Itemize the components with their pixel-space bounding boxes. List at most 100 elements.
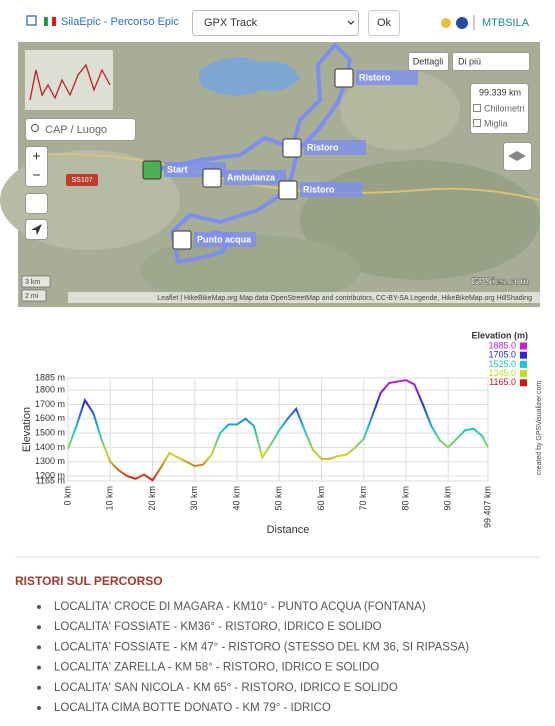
mtbsila-link[interactable]: MTBSILA [482, 17, 530, 29]
y-tick-label: 1200 m [35, 470, 65, 480]
marker-label-bg [224, 170, 286, 185]
section-title: RISTORI SUL PERCORSO [15, 574, 163, 588]
bullet [37, 665, 41, 670]
select-arrow [347, 20, 355, 25]
x-tick-label: 80 km [400, 486, 410, 511]
map-markers: Start Ambulanza Ristoro Ristoro Ristoro Punto… [142, 68, 418, 250]
legend-label: 1165.0 [489, 377, 516, 387]
y-tick-label: 1165 m [36, 475, 65, 485]
x-tick-label: 0 km [62, 486, 72, 506]
flag [47, 16, 53, 27]
terrain [140, 235, 360, 305]
distance: 99.339 km [479, 87, 521, 97]
list-item: LOCALITA CIMA BOTTE DONATO - KM 79° - ID… [54, 702, 331, 714]
legend-swatch [520, 360, 527, 368]
map[interactable]: SS107 CAP / Luogo + − Dettagli Di più 99… [0, 42, 541, 307]
zoom-control[interactable] [25, 146, 48, 187]
scale-bar [21, 289, 47, 302]
scale-label: 2 mi [25, 293, 39, 300]
details-button-text: Dettagli [413, 56, 444, 66]
marker-icon[interactable] [278, 180, 298, 200]
unit-label: Miglia [484, 118, 508, 128]
marker-label: Ristoro [307, 142, 339, 152]
mini-profile-line [29, 63, 111, 101]
unit-label: Chilometri [484, 103, 525, 113]
y-tick-label: 1700 m [35, 399, 65, 409]
fullscreen-button[interactable] [25, 193, 48, 214]
distance-box [470, 83, 529, 134]
marker-icon[interactable] [202, 168, 222, 188]
track-select[interactable] [192, 10, 359, 36]
x-tick-label: 30 km [189, 486, 199, 511]
list-item: LOCALITA' ZARELLA - KM 58° - RISTORO, ID… [54, 662, 379, 674]
scale-bar [21, 275, 51, 288]
y-tick-label: 1600 m [35, 413, 65, 423]
marker-label-bg [304, 140, 366, 155]
site-link[interactable]: SilaEpic - Percorso Epic [61, 16, 179, 28]
search-box[interactable] [25, 118, 136, 141]
marker-icon[interactable] [334, 68, 354, 88]
elevation-line [67, 379, 489, 482]
terrain [340, 70, 460, 150]
marker-label: Start [167, 164, 188, 174]
zoom-out[interactable]: − [32, 167, 40, 183]
marker-label: Ambulanza [227, 172, 276, 182]
search-icon [31, 124, 39, 132]
legend-swatch [520, 370, 527, 378]
legend-label: 1705.0 [488, 350, 516, 360]
y-tick-label: 1300 m [35, 456, 65, 466]
x-tick-label: 60 km [316, 486, 326, 511]
scale-label: 3 km [25, 279, 40, 286]
bullet [37, 706, 41, 710]
ok-button-text: Ok [377, 17, 392, 29]
weather-icon[interactable] [441, 18, 451, 28]
credit: created by GPSVisualizer.com [536, 381, 543, 476]
unit-checkbox[interactable] [473, 119, 481, 127]
flag [44, 17, 48, 26]
x-tick-label: 10 km [105, 486, 115, 511]
header: SilaEpic - Percorso Epic GPX Track Ok MT… [26, 10, 530, 36]
x-tick-label: 99.407 km [482, 486, 492, 528]
lake [199, 57, 300, 96]
globe-icon[interactable] [456, 17, 468, 29]
legend-swatch [520, 379, 527, 387]
road-label: SS107 [71, 177, 92, 184]
brand[interactable]: GPSies.com [471, 276, 530, 288]
bullet [37, 685, 41, 690]
y-tick-label: 1885 m [35, 372, 65, 382]
marker-label-bg [194, 232, 256, 247]
marker-icon[interactable] [142, 160, 162, 180]
ok-button[interactable] [368, 10, 400, 36]
plot-area [67, 377, 489, 482]
y-axis-title: Elevation [21, 407, 33, 452]
y-tick-label: 1500 m [35, 427, 65, 437]
item-list: LOCALITA' CROCE DI MAGARA - KM10° - PUNT… [37, 601, 469, 714]
external-icon[interactable] [26, 15, 37, 26]
marker-icon[interactable] [282, 138, 302, 158]
unit-checkbox[interactable] [473, 104, 481, 112]
bullet [37, 605, 41, 609]
legend-label: 1885.0 [488, 340, 516, 350]
bullet [37, 625, 41, 630]
marker-label: Ristoro [359, 72, 391, 82]
x-tick-label: 70 km [358, 486, 368, 511]
x-axis-title: Distance [267, 524, 310, 536]
legend-label: 1525.0 [488, 359, 516, 369]
marker-icon[interactable] [172, 230, 192, 250]
list-item: LOCALITA' FOSSIATE - KM 47° - RISTORO (S… [54, 641, 469, 653]
zoom-in[interactable]: + [32, 148, 40, 164]
legend-swatch [520, 351, 527, 359]
x-tick-label: 90 km [443, 486, 453, 511]
legend-title: Elevation (m) [471, 330, 528, 340]
more-input-text: Di più [458, 56, 481, 66]
details-button[interactable] [408, 52, 449, 71]
list-item: LOCALITA' CROCE DI MAGARA - KM10° - PUNT… [54, 601, 426, 613]
list-item: LOCALITA' SAN NICOLA - KM 65° - RISTORO,… [54, 682, 398, 694]
attribution[interactable]: Leaflet | HikeBikeMap.org Map data OpenS… [157, 295, 532, 302]
marker-label: Punto acqua [197, 234, 252, 244]
track-select-text: GPX Track [204, 17, 258, 29]
road-badge [66, 174, 98, 186]
more-input[interactable] [452, 52, 530, 71]
